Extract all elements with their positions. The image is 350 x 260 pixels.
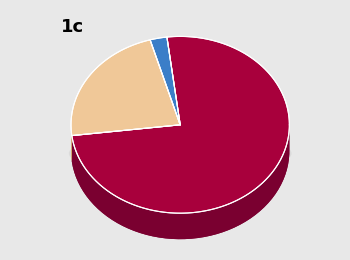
Text: 1c: 1c xyxy=(61,18,84,36)
Polygon shape xyxy=(72,123,289,239)
Polygon shape xyxy=(71,40,180,135)
Polygon shape xyxy=(71,121,72,161)
Polygon shape xyxy=(71,121,72,161)
Polygon shape xyxy=(72,36,289,213)
Polygon shape xyxy=(150,37,180,125)
Ellipse shape xyxy=(69,131,292,176)
Polygon shape xyxy=(72,123,289,239)
